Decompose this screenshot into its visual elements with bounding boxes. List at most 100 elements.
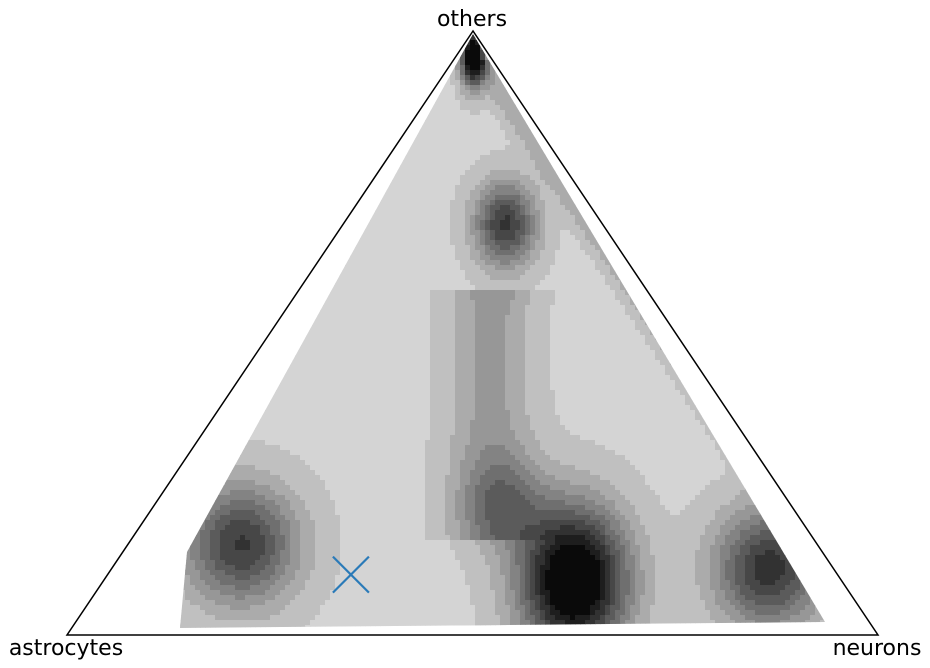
density-cell: [725, 145, 731, 151]
density-cell: [525, 125, 531, 131]
density-cell: [500, 200, 506, 206]
density-cell: [505, 65, 511, 71]
density-cell: [305, 65, 311, 71]
density-cell: [380, 205, 386, 211]
density-cell: [465, 65, 471, 71]
density-cell: [185, 105, 191, 111]
density-cell: [300, 75, 306, 81]
density-cell: [400, 190, 406, 196]
density-cell: [305, 150, 311, 156]
density-cell: [190, 95, 196, 101]
density-cell: [485, 65, 491, 71]
density-cell: [450, 140, 456, 146]
density-cell: [750, 130, 756, 136]
density-cell: [350, 155, 356, 161]
density-cell: [625, 195, 631, 201]
density-cell: [280, 190, 286, 196]
density-cell: [190, 130, 196, 136]
density-cell: [630, 175, 636, 181]
density-cell: [770, 45, 776, 51]
density-cell: [300, 145, 306, 151]
density-cell: [690, 180, 696, 186]
density-cell: [580, 160, 586, 166]
density-cell: [715, 155, 721, 161]
density-cell: [225, 90, 231, 96]
density-cell: [805, 135, 811, 141]
density-cell: [685, 100, 691, 106]
density-cell: [710, 65, 716, 71]
density-cell: [230, 100, 236, 106]
density-cell: [310, 140, 316, 146]
density-cell: [415, 155, 421, 161]
density-cell: [440, 100, 446, 106]
density-cell: [405, 90, 411, 96]
density-cell: [440, 125, 446, 131]
density-cell: [500, 165, 506, 171]
density-cell: [535, 100, 541, 106]
density-cell: [800, 110, 806, 116]
density-cell: [550, 125, 556, 131]
density-cell: [325, 150, 331, 156]
density-cell: [615, 170, 621, 176]
density-cell: [190, 50, 196, 56]
density-cell: [735, 70, 741, 76]
density-cell: [550, 80, 556, 86]
density-cell: [790, 160, 796, 166]
density-cell: [510, 200, 516, 206]
density-cell: [520, 160, 526, 166]
density-cell: [430, 190, 436, 196]
density-cell: [180, 50, 181, 56]
density-cell: [620, 70, 626, 76]
density-cell: [725, 175, 731, 181]
density-cell: [350, 170, 356, 176]
density-cell: [365, 34, 371, 36]
density-cell: [615, 80, 621, 86]
density-cell: [550, 34, 556, 36]
density-cell: [395, 115, 401, 121]
density-cell: [265, 65, 271, 71]
density-cell: [435, 200, 441, 206]
density-cell: [695, 185, 701, 191]
density-cell: [635, 85, 641, 91]
density-cell: [650, 140, 656, 146]
density-cell: [275, 185, 281, 191]
density-cell: [785, 115, 791, 121]
density-cell: [835, 150, 841, 156]
density-cell: [535, 95, 541, 101]
density-cell: [635, 185, 641, 191]
density-cell: [180, 210, 181, 216]
density-cell: [485, 190, 491, 196]
density-cell: [310, 145, 316, 151]
density-cell: [690, 205, 696, 211]
density-cell: [820, 200, 825, 206]
density-cell: [545, 195, 551, 201]
density-cell: [380, 145, 386, 151]
density-cell: [760, 155, 766, 161]
density-cell: [430, 120, 436, 126]
density-cell: [790, 145, 796, 151]
density-cell: [695, 85, 701, 91]
density-cell: [350, 90, 356, 96]
density-cell: [660, 195, 666, 201]
density-cell: [830, 210, 836, 216]
density-cell: [415, 100, 421, 106]
density-cell: [170, 45, 176, 51]
density-cell: [820, 120, 825, 126]
density-cell: [320, 135, 326, 141]
density-cell: [210, 100, 216, 106]
density-cell: [170, 75, 176, 81]
density-cell: [210, 55, 216, 61]
density-cell: [480, 145, 486, 151]
density-cell: [180, 85, 186, 91]
density-cell: [300, 155, 306, 161]
density-cell: [645, 75, 651, 81]
density-cell: [550, 130, 556, 136]
density-cell: [530, 45, 536, 51]
density-cell: [725, 205, 731, 211]
density-cell: [390, 60, 396, 66]
density-cell: [545, 150, 551, 156]
density-cell: [735, 145, 741, 151]
density-cell: [650, 95, 656, 101]
density-cell: [580, 50, 586, 56]
density-cell: [765, 75, 771, 81]
